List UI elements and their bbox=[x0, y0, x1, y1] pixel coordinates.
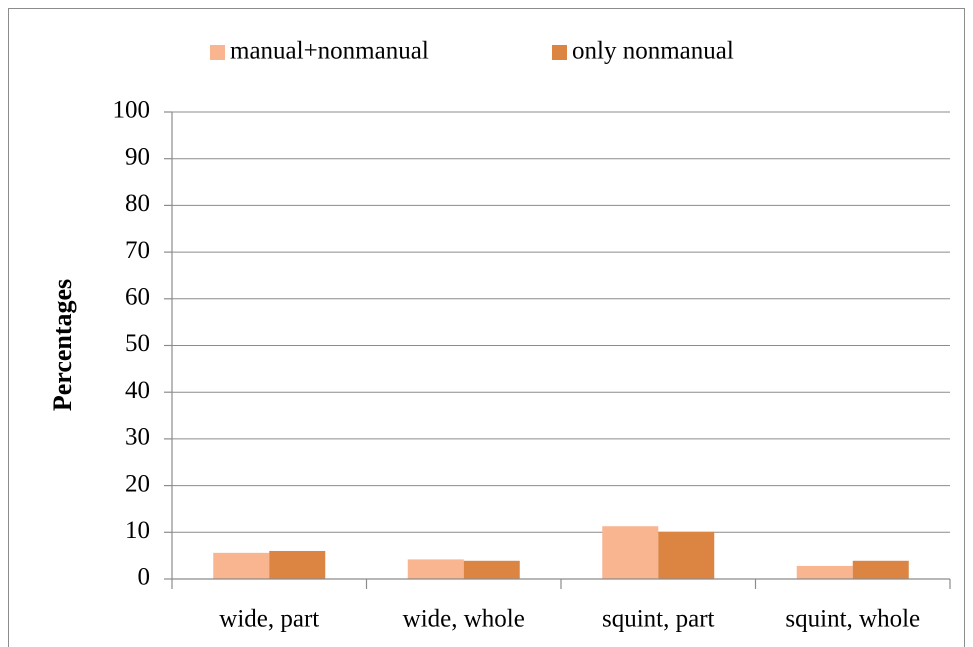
bar bbox=[852, 560, 909, 579]
x-tick-label: squint, part bbox=[602, 606, 715, 633]
y-tick-label: 20 bbox=[125, 470, 150, 497]
bar bbox=[213, 552, 270, 579]
y-tick-label: 90 bbox=[125, 143, 150, 170]
y-tick-label: 60 bbox=[125, 284, 150, 311]
legend-swatch bbox=[552, 45, 567, 60]
bar bbox=[269, 550, 326, 579]
legend-label: manual+nonmanual bbox=[230, 38, 429, 65]
x-tick-label: wide, part bbox=[219, 606, 319, 633]
y-tick-label: 10 bbox=[125, 517, 150, 544]
bar bbox=[658, 531, 715, 579]
x-tick-label: wide, whole bbox=[403, 606, 525, 633]
y-tick-label: 70 bbox=[125, 237, 150, 264]
bar bbox=[602, 526, 659, 579]
bar bbox=[796, 565, 853, 579]
legend-label: only nonmanual bbox=[572, 38, 734, 65]
y-tick-label: 100 bbox=[113, 97, 151, 124]
y-tick-label: 40 bbox=[125, 377, 150, 404]
y-tick-label: 50 bbox=[125, 330, 150, 357]
y-tick-label: 30 bbox=[125, 424, 150, 451]
y-axis-title: Percentages bbox=[48, 279, 77, 411]
bar bbox=[407, 559, 464, 579]
x-tick-label: squint, whole bbox=[785, 606, 920, 633]
chart-frame bbox=[8, 8, 965, 647]
y-tick-label: 0 bbox=[138, 564, 151, 591]
bar bbox=[463, 560, 520, 579]
y-tick-label: 80 bbox=[125, 190, 150, 217]
legend-swatch bbox=[210, 45, 225, 60]
